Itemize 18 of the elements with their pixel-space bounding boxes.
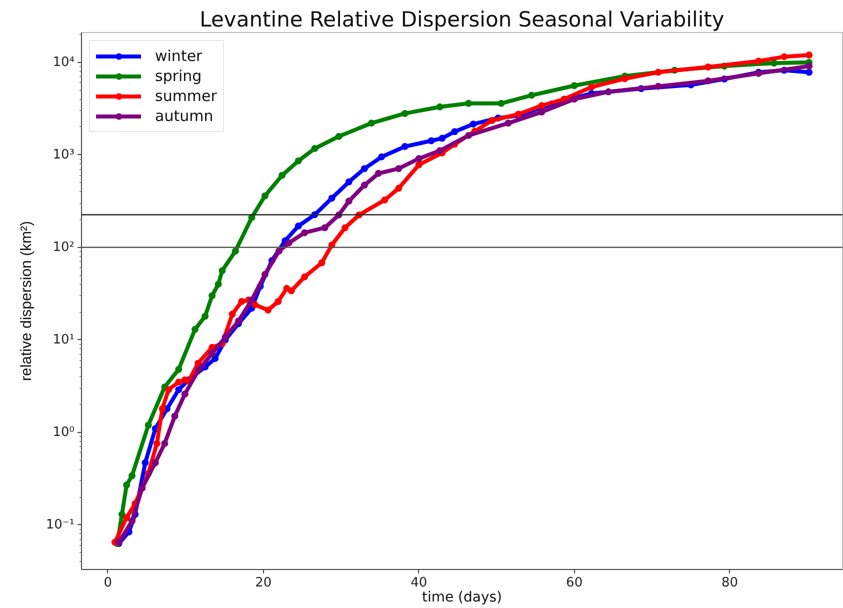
y-tick-label: 10³ <box>52 147 75 162</box>
x-tick-label: 20 <box>255 576 272 590</box>
legend-label: spring <box>155 67 202 85</box>
legend-label: summer <box>155 87 217 105</box>
x-tick-label: 40 <box>410 576 428 590</box>
x-axis-title: time (days) <box>422 590 502 606</box>
legend-label: winter <box>155 47 202 65</box>
y-tick-label: 10⁰ <box>52 424 75 440</box>
y-tick-label: 10¹ <box>52 332 75 348</box>
y-tick-label: 10² <box>52 240 75 255</box>
legend-label: autumn <box>155 107 214 125</box>
x-tick-label: 60 <box>566 576 583 590</box>
y-tick-label: 10⁴ <box>52 54 75 70</box>
chart-title: Levantine Relative Dispersion Seasonal Variability <box>200 8 724 32</box>
y-tick-label: 10⁻¹ <box>46 517 75 532</box>
x-tick-label: 80 <box>722 576 738 590</box>
y-axis-title: relative dispersion (km²) <box>18 220 35 382</box>
x-tick-label: 0 <box>104 576 112 590</box>
